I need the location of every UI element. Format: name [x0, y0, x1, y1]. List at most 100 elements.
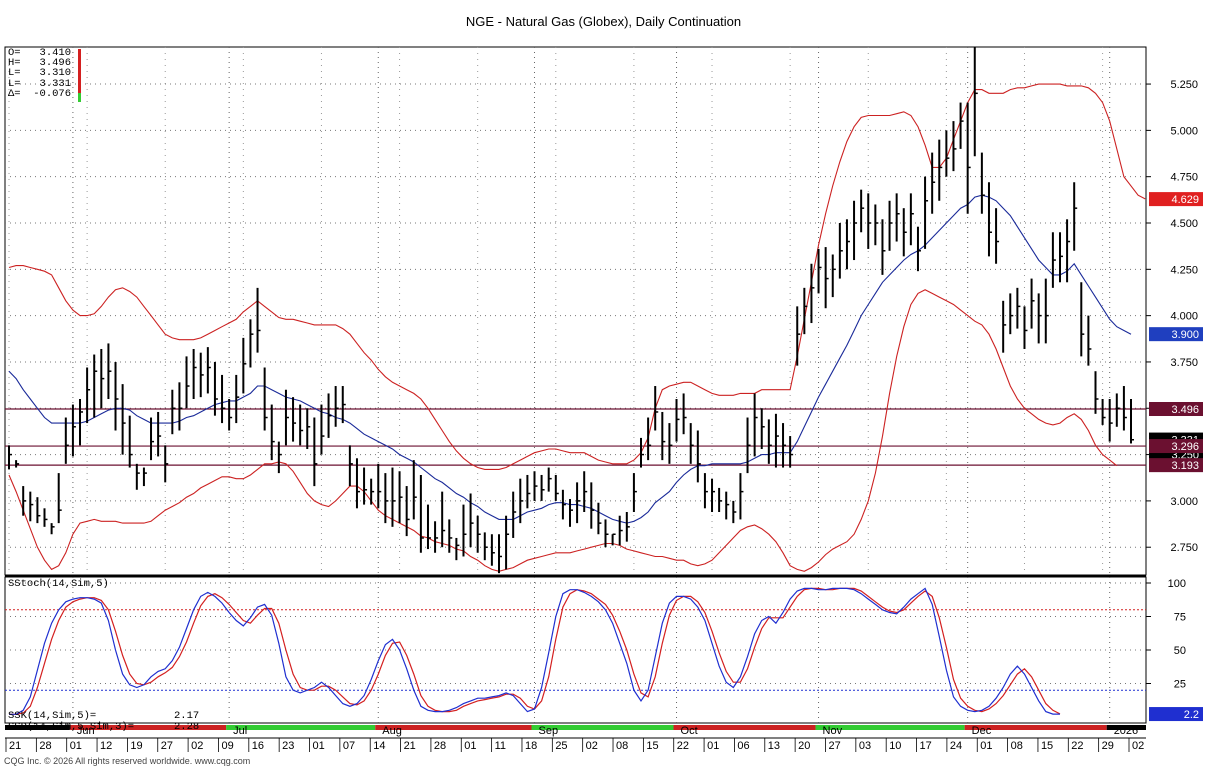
day-label: 27: [828, 740, 840, 752]
ohlc-value: 3.410: [20, 47, 72, 59]
price-tag-upper-band: [1149, 192, 1203, 207]
day-label: 27: [161, 740, 173, 752]
day-label: 01: [313, 740, 325, 752]
day-label: 19: [130, 740, 142, 752]
day-label: 01: [980, 740, 992, 752]
readout-change-bar: [78, 93, 81, 102]
month-strip-segment: [1106, 725, 1146, 730]
month-strip-segment: [375, 725, 532, 730]
month-label: Jun: [77, 725, 95, 737]
month-strip-segment: [531, 725, 674, 730]
ssk-label: SSK(14,Sim,5)=: [8, 710, 97, 722]
day-label: 02: [586, 740, 598, 752]
readout-range-bar: [78, 49, 81, 93]
ohlc-value: -0.076: [20, 87, 72, 100]
oscillator-label: SStoch(14,Sim,5): [8, 578, 109, 590]
oscillator-axis-label: 50: [1174, 645, 1186, 657]
ssk-readout: SSK(14,Sim,5)= 2.17: [8, 710, 199, 722]
ohlc-row: Δ= -0.076: [8, 87, 72, 100]
day-label: 11: [495, 740, 506, 752]
month-strip-segment: [5, 725, 70, 730]
day-label: 14: [373, 740, 385, 752]
oscillator-grid: [5, 577, 1146, 723]
month-strip-segment: [815, 725, 965, 730]
ohlc-row: H= 3.496: [8, 57, 72, 70]
price-axis-label: 4.000: [1170, 311, 1198, 323]
day-label: 15: [1041, 740, 1053, 752]
price-tag-resistance-label: 3.496: [1171, 404, 1199, 416]
month-strip-segment: [673, 725, 816, 730]
day-label: 22: [677, 740, 689, 752]
day-label: 28: [434, 740, 446, 752]
day-label: 17: [920, 740, 932, 752]
oscillator-axis-label: 75: [1174, 612, 1186, 624]
ssd-readout: SSD(14,Sim,5,Sim,3)= 2.28: [8, 721, 199, 733]
price-axis-label: 3.750: [1170, 357, 1198, 369]
day-label: 13: [768, 740, 780, 752]
month-label: Sep: [538, 725, 558, 737]
chart-title: NGE - Natural Gas (Globex), Daily Contin…: [465, 14, 742, 29]
day-label: 02: [1132, 740, 1144, 752]
month-label: Nov: [823, 725, 843, 737]
ohlc-value: 3.331: [20, 77, 72, 90]
day-label: 10: [889, 740, 901, 752]
ohlc-row: O= 3.410: [8, 47, 72, 59]
day-label: 01: [707, 740, 719, 752]
day-label: 20: [798, 740, 810, 752]
day-label: 18: [525, 740, 537, 752]
ssk-value-tag-label: 2.2: [1184, 709, 1199, 721]
price-tag-level-2-label: 3.296: [1171, 441, 1199, 453]
day-label: 03: [859, 740, 871, 752]
price-tag-support-label: 3.193: [1171, 460, 1199, 472]
price-tag-level-2: [1149, 439, 1203, 454]
day-label: 01: [70, 740, 82, 752]
price-panel-border: [4, 46, 1147, 576]
day-label: 12: [100, 740, 112, 752]
price-axis-label: 4.250: [1170, 264, 1198, 276]
day-label: 08: [616, 740, 628, 752]
ssd-label: SSD(14,Sim,5,Sim,3)=: [8, 721, 135, 733]
price-tag-resistance: [1149, 402, 1203, 417]
day-label: 22: [1071, 740, 1083, 752]
day-label: 23: [282, 740, 294, 752]
ssd-value: 2.28: [174, 721, 200, 733]
moving-average-line: [8, 194, 1132, 524]
day-label: 08: [1011, 740, 1023, 752]
day-label: 15: [646, 740, 658, 752]
day-label: 16: [252, 740, 264, 752]
price-axis-label: 4.750: [1170, 172, 1198, 184]
ssk-value: 2.17: [174, 710, 200, 722]
horizontal-levels: [5, 408, 1146, 466]
price-tag-support: [1149, 458, 1203, 473]
day-label: 28: [39, 740, 51, 752]
oscillator-axis-label: 100: [1168, 578, 1186, 590]
price-axis: 2.7503.0003.2503.5003.7504.0004.2504.500…: [1146, 79, 1198, 554]
day-label: 09: [221, 740, 233, 752]
month-strip-segment: [69, 725, 227, 730]
month-label: Dec: [972, 725, 992, 737]
price-axis-label: 3.000: [1170, 496, 1198, 508]
oscillator-lines: 2.2: [9, 587, 1203, 722]
price-bars: [8, 47, 1134, 574]
day-label: 07: [343, 740, 355, 752]
ssk-value-tag: [1149, 707, 1203, 722]
price-tag-moving-average-label: 3.900: [1171, 329, 1199, 341]
price-axis-label: 2.750: [1170, 542, 1198, 554]
ohlc-label: L=: [8, 77, 21, 90]
ohlc-label: L=: [8, 67, 21, 80]
day-label: 29: [1102, 740, 1114, 752]
ssk-line: [9, 587, 1060, 715]
ohlc-label: Δ=: [8, 87, 21, 100]
month-label: 2026: [1114, 725, 1138, 737]
day-label: 21: [404, 740, 416, 752]
day-label: 24: [950, 740, 962, 752]
day-label: 01: [464, 740, 476, 752]
ohlc-row: L= 3.331: [8, 77, 72, 90]
price-axis-label: 5.000: [1170, 125, 1198, 137]
day-label: 25: [555, 740, 567, 752]
ohlc-value: 3.496: [20, 57, 72, 70]
oscillator-axis: 25 50 75 100: [1146, 578, 1186, 691]
ohlc-value: 3.310: [20, 67, 72, 80]
month-strip-segment: [226, 725, 376, 730]
